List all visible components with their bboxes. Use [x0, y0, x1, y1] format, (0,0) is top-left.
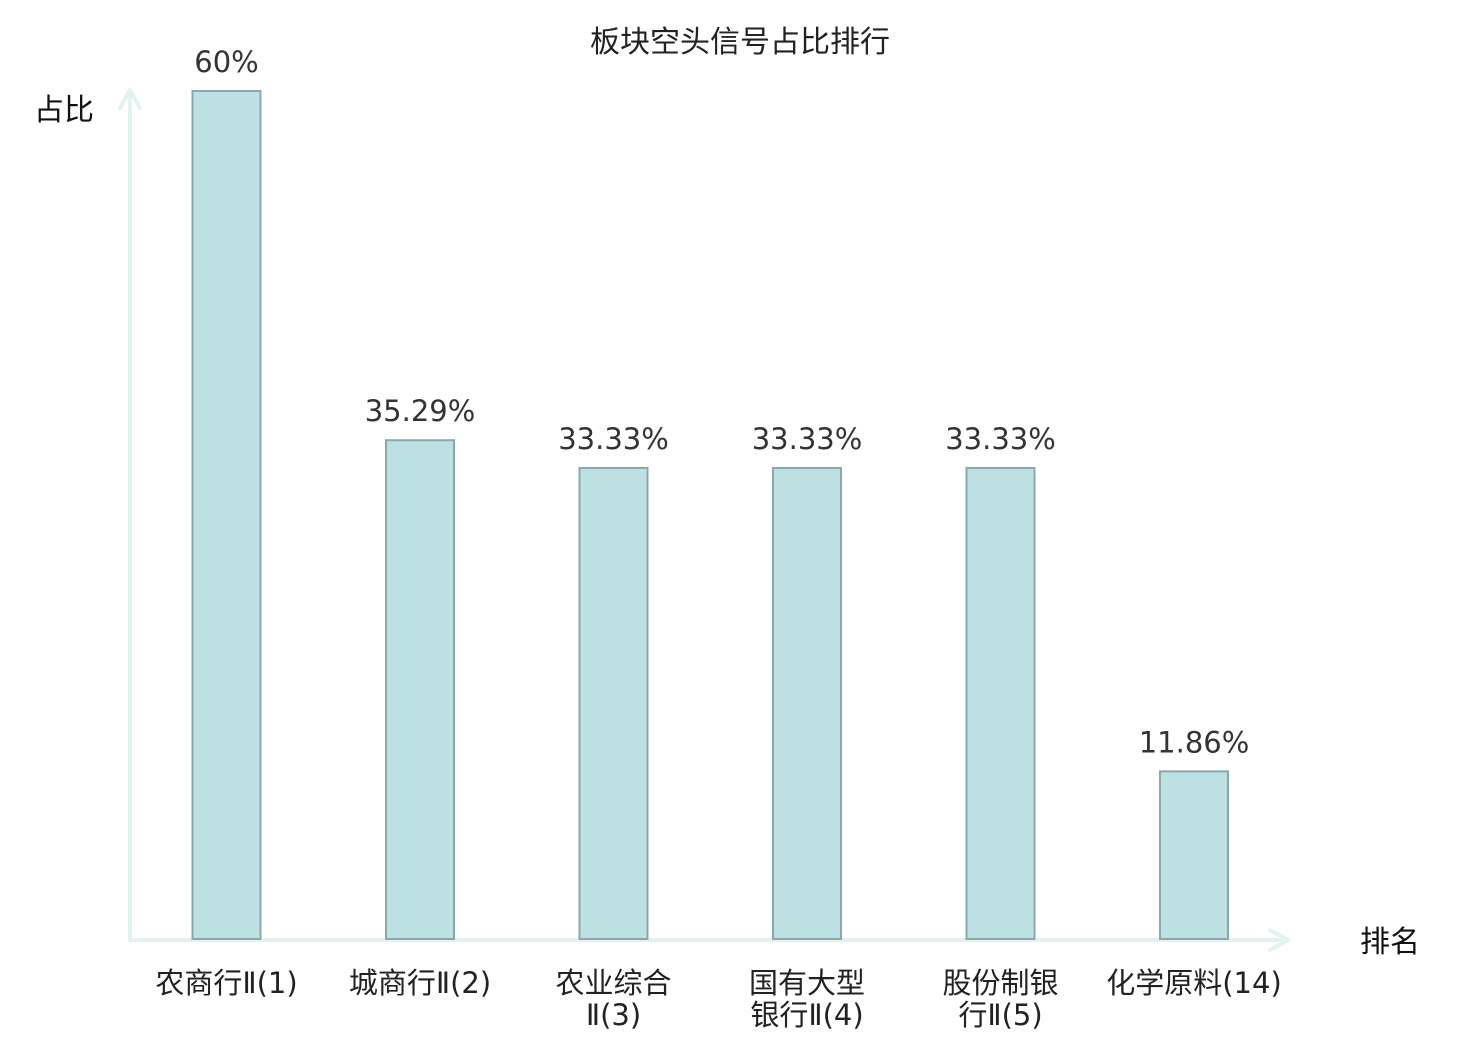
bar-2	[385, 439, 455, 940]
bar-4	[772, 466, 842, 940]
chart-title: 板块空头信号占比排行	[590, 25, 890, 60]
category-label-4-line-1: 国有大型	[749, 966, 865, 1000]
category-label-3-line-2: Ⅱ(3)	[586, 998, 641, 1032]
value-label-2: 35.29%	[365, 394, 476, 428]
x-axis-label: 排名	[1360, 925, 1420, 960]
bar-5	[965, 466, 1036, 940]
category-label-6: 化学原料(14)	[1106, 966, 1282, 1000]
value-label-5: 33.33%	[945, 422, 1056, 456]
y-axis-arrowhead	[118, 88, 142, 110]
value-label-6: 11.86%	[1139, 725, 1250, 759]
category-label-1: 农商行Ⅱ(1)	[155, 966, 297, 1000]
category-label-3-line-1: 农业综合	[555, 966, 671, 1000]
category-label-4-line-2: 银行Ⅱ(4)	[750, 998, 863, 1032]
bar-6	[1159, 770, 1229, 940]
bar-3	[578, 466, 649, 940]
category-label-5-line-1: 股份制银	[942, 966, 1058, 1000]
value-label-3: 33.33%	[558, 422, 669, 456]
value-label-4: 33.33%	[752, 422, 863, 456]
category-label-2: 城商行Ⅱ(2)	[349, 966, 491, 1000]
category-label-5-line-2: 行Ⅱ(5)	[958, 998, 1042, 1032]
bar-1	[191, 90, 262, 940]
x-axis-arrowhead	[1268, 928, 1290, 952]
y-axis-label: 占比	[34, 93, 94, 128]
value-label-1: 60%	[194, 45, 258, 79]
